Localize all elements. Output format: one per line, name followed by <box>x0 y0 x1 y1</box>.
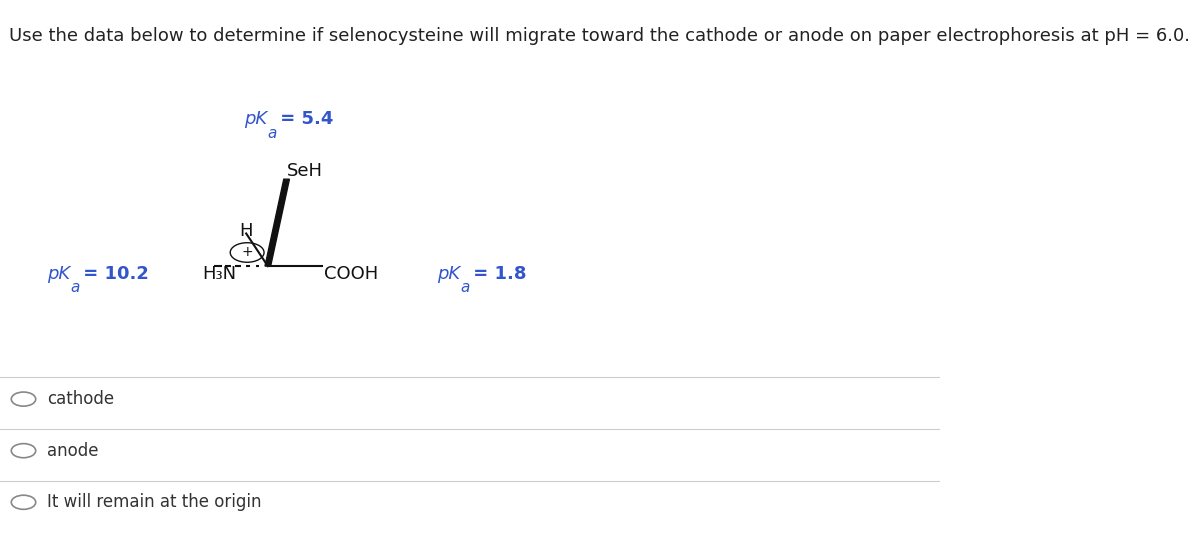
Text: Use the data below to determine if selenocysteine will migrate toward the cathod: Use the data below to determine if selen… <box>10 27 1190 45</box>
Text: H: H <box>240 222 253 240</box>
Text: COOH: COOH <box>324 265 378 283</box>
Polygon shape <box>265 179 289 266</box>
Text: a: a <box>71 280 80 295</box>
Text: SeH: SeH <box>287 162 323 180</box>
Text: = 5.4: = 5.4 <box>275 110 334 129</box>
Text: anode: anode <box>47 441 98 460</box>
Text: H₃N: H₃N <box>202 265 236 283</box>
Text: pK: pK <box>245 110 268 129</box>
Text: +: + <box>241 245 253 260</box>
Text: a: a <box>268 125 277 141</box>
Text: = 10.2: = 10.2 <box>77 265 149 283</box>
Text: pK: pK <box>437 265 460 283</box>
Text: = 1.8: = 1.8 <box>467 265 527 283</box>
Text: a: a <box>461 280 470 295</box>
Text: cathode: cathode <box>47 390 114 408</box>
Text: pK: pK <box>47 265 70 283</box>
Text: It will remain at the origin: It will remain at the origin <box>47 493 262 512</box>
